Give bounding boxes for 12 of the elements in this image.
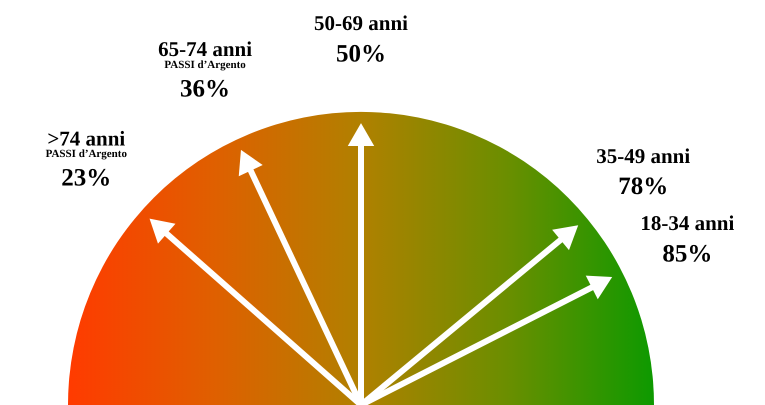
category-label: 18-34 anni bbox=[640, 211, 734, 236]
data-label: 85% bbox=[662, 240, 712, 268]
text: PASSI d’Argento bbox=[46, 148, 127, 160]
category-label: 65-74 anni bbox=[158, 37, 252, 62]
text: PASSI d’Argento bbox=[164, 58, 246, 71]
category-label: >74 anni bbox=[47, 126, 126, 150]
data-label: 78% bbox=[618, 173, 668, 200]
category-label: 50-69 anni bbox=[314, 11, 408, 36]
data-label: 36% bbox=[180, 75, 230, 102]
data-label: 23% bbox=[61, 164, 112, 192]
category-label: 35-49 anni bbox=[596, 144, 690, 168]
data-label: 50% bbox=[336, 40, 386, 68]
